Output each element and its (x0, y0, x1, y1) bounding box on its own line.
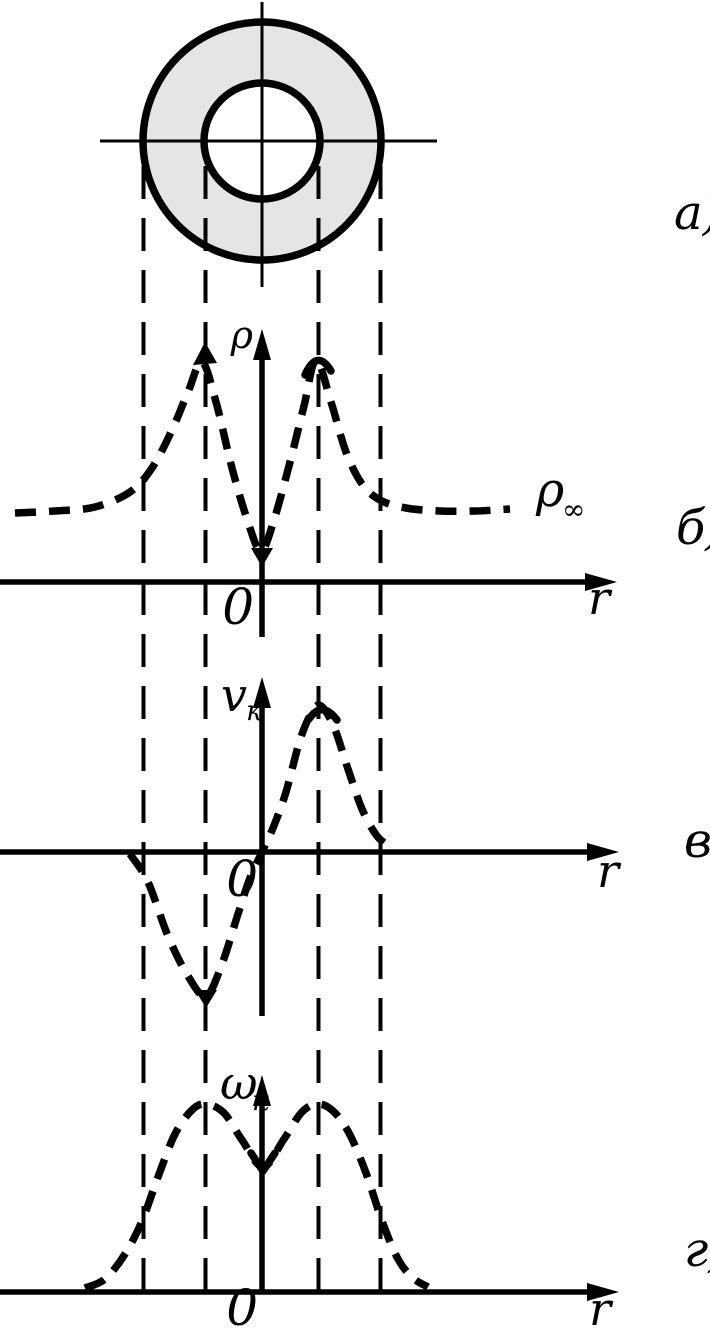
b-x-axis-arrow-icon (585, 573, 617, 591)
panel-g-label: г) (684, 1222, 710, 1278)
panel-b-axes (0, 329, 617, 637)
b-y-axis-arrow-icon (253, 329, 271, 360)
curve-marks (193, 342, 341, 1175)
panel-a-label: а) (674, 185, 710, 241)
b-x-axis-label: r (588, 571, 613, 625)
v-y-axis-label: v (221, 668, 247, 722)
g-x-axis-arrow-icon (587, 1283, 619, 1301)
v-y-axis-subscript: к (246, 694, 263, 727)
b-dip-arrow-icon (251, 548, 273, 567)
omega-curve (83, 1100, 430, 1292)
panel-v-axes (0, 677, 619, 1016)
v-x-axis-arrow-icon (587, 843, 619, 861)
g-dip-chevron (247, 1149, 279, 1175)
b-origin-label: 0 (222, 578, 254, 636)
panel-a-ring-section (100, 2, 437, 287)
g-y-axis-subscript: к (252, 1084, 269, 1117)
v-origin-label: 0 (226, 850, 258, 908)
b-asymptote-label: ρ (535, 462, 564, 518)
v-y-axis-arrow-icon (253, 677, 271, 708)
b-left-peak-arrow-icon (193, 342, 217, 365)
density-curve (14, 356, 511, 555)
b-y-axis-label: ρ (230, 313, 254, 357)
panel-g-axes (0, 1075, 619, 1301)
panel-v-label: в) (684, 813, 710, 869)
g-origin-label: 0 (226, 1279, 258, 1330)
v-peak-cap (305, 706, 341, 724)
v-x-axis-label: r (597, 844, 622, 898)
labels: а) ρ ρ ∞ 0 r б) v к 0 r в) ω к 0 r г) (220, 185, 710, 1330)
velocity-curve (126, 701, 395, 1000)
g-y-axis-arrow-icon (253, 1075, 271, 1106)
panel-b-label: б) (676, 500, 710, 556)
g-x-axis-label: r (589, 1282, 614, 1330)
g-y-axis-label: ω (220, 1056, 258, 1110)
b-right-peak-cap (301, 356, 335, 379)
b-asymptote-subscript: ∞ (562, 493, 585, 526)
v-dip-arrow-icon (195, 990, 217, 1008)
